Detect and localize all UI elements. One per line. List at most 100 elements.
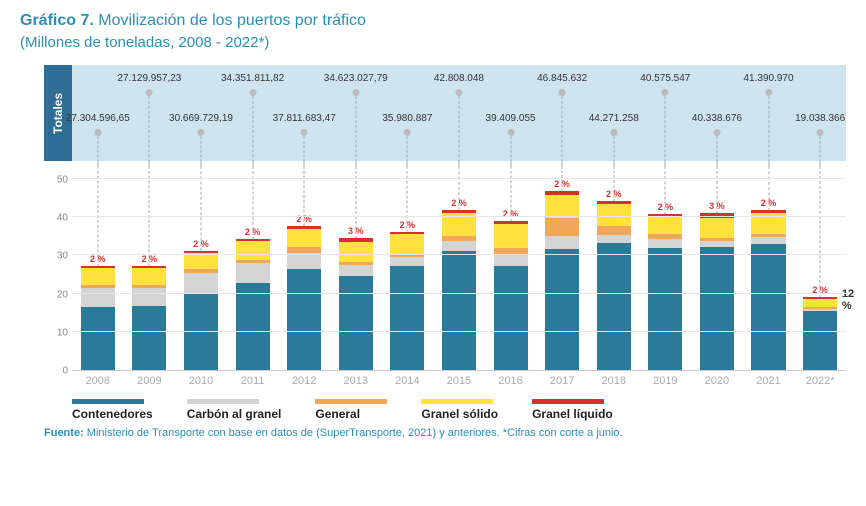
totals-dot-icon [662,89,669,96]
chart-subtitle: (Millones de toneladas, 2008 - 2022*) [20,34,846,51]
totals-stem [768,96,769,167]
totals-stem [252,96,253,167]
totals-col: 44.271.258 [588,71,640,161]
bar-segment-solido [236,241,270,259]
x-tick: 2022* [794,371,846,387]
x-tick: 2008 [72,371,124,387]
bar-pct-label: 2 % [761,198,777,208]
bar-col: 66 %14 %2 % [227,161,279,370]
bar-stack [442,210,476,370]
totals-value: 39.409.055 [486,113,536,124]
bar-col: 60 %16 %2 % [72,161,124,370]
bar-segment-contenedores [236,283,270,370]
x-tick: 2015 [433,371,485,387]
chart-title: Gráfico 7. Movilización de los puertos p… [20,12,846,30]
bar-segment-carbon [648,239,682,248]
bar-segment-carbon [339,265,373,276]
totals-col: 19.038.366 [794,71,846,161]
bar-segment-general [597,226,631,234]
legend-swatch [421,399,493,404]
totals-col: 35.980.887 [382,71,434,161]
totals-col: 27.304.596,65 [72,71,124,161]
bar-segment-solido [700,218,734,238]
totals-dot-icon [197,129,204,136]
bar-col: 71 %15 %3 % [330,161,382,370]
legend-item-contenedores: Contenedores [72,399,153,421]
external-pct-label: 12 % [842,288,854,312]
totals-dot-icon [610,129,617,136]
x-tick: 2016 [485,371,537,387]
leader-line [97,161,98,267]
totals-value: 19.038.366 [795,113,845,124]
bar-segment-carbon [442,241,476,251]
bar-stack [700,213,734,370]
y-tick: 40 [57,213,68,224]
bar-col: 68 %13 %2 % [536,161,588,370]
totals-value: 41.390.970 [743,73,793,84]
grid-line [72,254,846,255]
bar-segment-contenedores [545,249,579,370]
totals-dot-icon [301,129,308,136]
x-tick: 2020 [691,371,743,387]
totals-value: 42.808.048 [434,73,484,84]
bar-col: 69 %16 %2 % [485,161,537,370]
leader-line [149,161,150,267]
bar-stack [545,191,579,370]
bar-pct-label: 2 % [400,220,416,230]
grid-line [72,331,846,332]
bar-segment-solido [339,242,373,262]
totals-dot-icon [94,129,101,136]
bar-segment-contenedores [648,248,682,370]
bar-col: 79 %11 %2 % [640,161,692,370]
bar-pct-label: 3 % [348,226,364,236]
source-label: Fuente: [44,427,84,439]
x-tick: 2010 [175,371,227,387]
legend-item-carbon: Carbón al granel [187,399,282,421]
bar-col: 65 %14 %2 % [175,161,227,370]
bar-pct-label: 3 % [709,201,725,211]
totals-value: 40.575.547 [640,73,690,84]
bars-container: 60 %16 %2 %62 %17 %2 %65 %14 %2 %66 %14 … [72,161,846,370]
x-tick: 2009 [124,371,176,387]
chart-container: Gráfico 7. Movilización de los puertos p… [0,0,866,447]
x-tick: 2019 [640,371,692,387]
bar-segment-contenedores [442,251,476,370]
bar-segment-solido [648,217,682,234]
legend-label: General [315,407,360,421]
bar-stack [81,266,115,370]
bar-stack [339,238,373,370]
title-rest: Movilización de los puertos por tráfico [94,12,366,29]
totals-cells: 27.304.596,6527.129.957,2330.669.729,193… [72,65,846,161]
totals-col: 34.623.027,79 [330,71,382,161]
bar-segment-carbon [81,288,115,308]
bar-segment-contenedores [339,276,373,370]
source-line: Fuente: Ministerio de Transporte con bas… [44,427,846,439]
bar-col: 76 %14 %2 % [382,161,434,370]
x-tick: 2013 [330,371,382,387]
bar-col: 80 %13 %2 % [743,161,795,370]
y-tick: 20 [57,289,68,300]
grid-line [72,216,846,217]
totals-band: Totales 27.304.596,6527.129.957,2330.669… [44,65,846,161]
totals-dot-icon [455,89,462,96]
legend-label: Carbón al granel [187,407,282,421]
x-axis: 2008200920102011201220132014201520162017… [72,371,846,387]
totals-dot-icon [146,89,153,96]
bar-segment-carbon [390,257,424,265]
totals-dot-icon [817,129,824,136]
bar-segment-carbon [184,273,218,294]
bar-segment-carbon [132,288,166,306]
bar-pct-label: 2 % [606,189,622,199]
bar-segment-carbon [236,263,270,283]
leader-line [820,161,821,298]
y-tick: 50 [57,175,68,186]
x-tick: 2018 [588,371,640,387]
bar-col: 73 %14 %2 % [433,161,485,370]
totals-dot-icon [765,89,772,96]
bar-segment-carbon [494,254,528,266]
totals-value: 34.623.027,79 [324,73,388,84]
bar-stack [803,297,837,370]
totals-value: 27.304.596,65 [66,113,130,124]
x-tick: 2012 [278,371,330,387]
bar-stack [494,221,528,370]
